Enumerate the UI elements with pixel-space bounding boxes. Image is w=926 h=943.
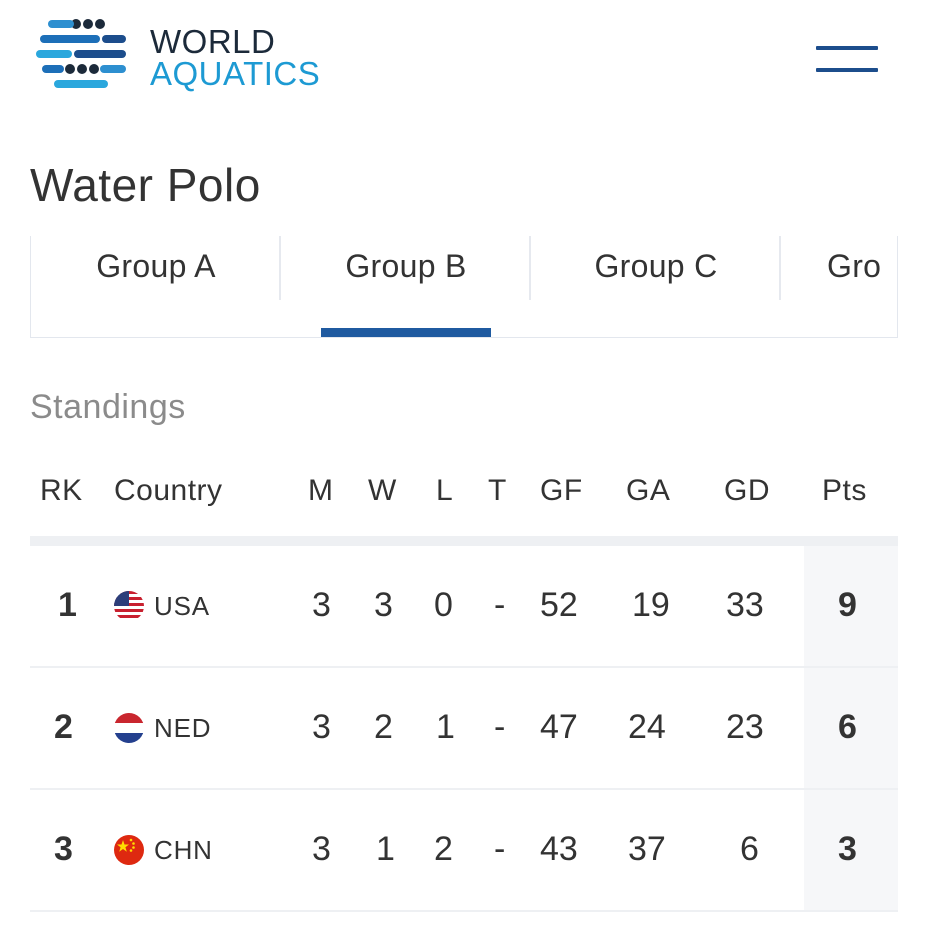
tab-label: Group A (96, 248, 216, 284)
goal-difference-cell: 6 (740, 830, 759, 868)
wins-cell: 1 (376, 830, 395, 868)
matches-cell: 3 (312, 708, 331, 746)
losses-cell: 0 (434, 586, 453, 624)
points-column-background (804, 546, 898, 666)
hamburger-menu-icon[interactable] (816, 44, 878, 74)
tab-group-c[interactable]: Group C (531, 236, 781, 336)
logo-line-world: WORLD (150, 23, 276, 60)
matches-cell: 3 (312, 830, 331, 868)
standings-title: Standings (30, 388, 186, 426)
matches-cell: 3 (312, 586, 331, 624)
usa-flag-icon (114, 591, 144, 621)
goals-against-cell: 19 (632, 586, 670, 624)
ties-cell: - (494, 708, 506, 746)
column-header-ga: GA (626, 474, 671, 507)
logo-line-aquatics: AQUATICS (150, 55, 321, 92)
column-header-country: Country (114, 474, 223, 507)
goals-for-cell: 47 (540, 708, 578, 746)
country-code: CHN (154, 834, 213, 865)
page-title: Water Polo (30, 159, 261, 211)
goals-for-cell: 43 (540, 830, 578, 868)
country-cell[interactable]: USA (114, 590, 210, 622)
points-cell: 3 (838, 830, 857, 868)
rank-cell: 1 (58, 586, 77, 624)
china-flag-icon (114, 835, 144, 865)
points-cell: 6 (838, 708, 857, 746)
wins-cell: 3 (374, 586, 393, 624)
column-header-m: M (308, 474, 334, 507)
table-header: RK Country M W L T GF GA GD Pts (30, 456, 898, 546)
points-column-background (804, 668, 898, 788)
tab-divider (529, 236, 531, 300)
column-header-t: T (488, 474, 507, 507)
column-header-rk: RK (40, 474, 83, 507)
points-cell: 9 (838, 586, 857, 624)
ties-cell: - (494, 830, 506, 868)
column-header-gd: GD (724, 474, 770, 507)
netherlands-flag-icon (114, 713, 144, 743)
site-header: WORLD AQUATICS (0, 0, 926, 138)
goal-difference-cell: 23 (726, 708, 764, 746)
tab-divider (779, 236, 781, 300)
tab-label: Group C (594, 248, 718, 284)
tab-label: Gro (827, 248, 882, 284)
logo-wordmark[interactable]: WORLD AQUATICS (150, 23, 321, 92)
table-row[interactable]: 3 CHN 3 1 2 - 43 37 6 3 (30, 790, 898, 912)
losses-cell: 1 (436, 708, 455, 746)
goal-difference-cell: 33 (726, 586, 764, 624)
points-column-background (804, 790, 898, 910)
rank-cell: 2 (54, 708, 73, 746)
tab-divider (279, 236, 281, 300)
tab-label: Group B (345, 248, 467, 284)
table-row[interactable]: 1 USA 3 3 0 - 52 19 33 9 (30, 546, 898, 668)
country-cell[interactable]: NED (114, 712, 211, 744)
goals-against-cell: 24 (628, 708, 666, 746)
country-code: USA (154, 590, 210, 621)
group-tabs: Group A Group B Group C Gro (30, 236, 898, 338)
column-header-gf: GF (540, 474, 583, 507)
goals-for-cell: 52 (540, 586, 578, 624)
column-header-pts: Pts (822, 474, 867, 507)
world-aquatics-logo-icon[interactable] (36, 16, 130, 100)
column-header-l: L (436, 474, 454, 507)
table-row[interactable]: 2 NED 3 2 1 - 47 24 23 6 (30, 668, 898, 790)
tab-group-b[interactable]: Group B (281, 236, 531, 336)
column-header-w: W (368, 474, 397, 507)
wins-cell: 2 (374, 708, 393, 746)
tab-group-a[interactable]: Group A (31, 236, 281, 336)
country-code: NED (154, 712, 212, 743)
ties-cell: - (494, 586, 506, 624)
standings-table: RK Country M W L T GF GA GD Pts 1 (30, 456, 898, 912)
goals-against-cell: 37 (628, 830, 666, 868)
country-cell[interactable]: CHN (114, 834, 213, 866)
rank-cell: 3 (54, 830, 73, 868)
active-tab-indicator (321, 328, 491, 337)
losses-cell: 2 (434, 830, 453, 868)
tab-group-d[interactable]: Gro (781, 236, 897, 336)
